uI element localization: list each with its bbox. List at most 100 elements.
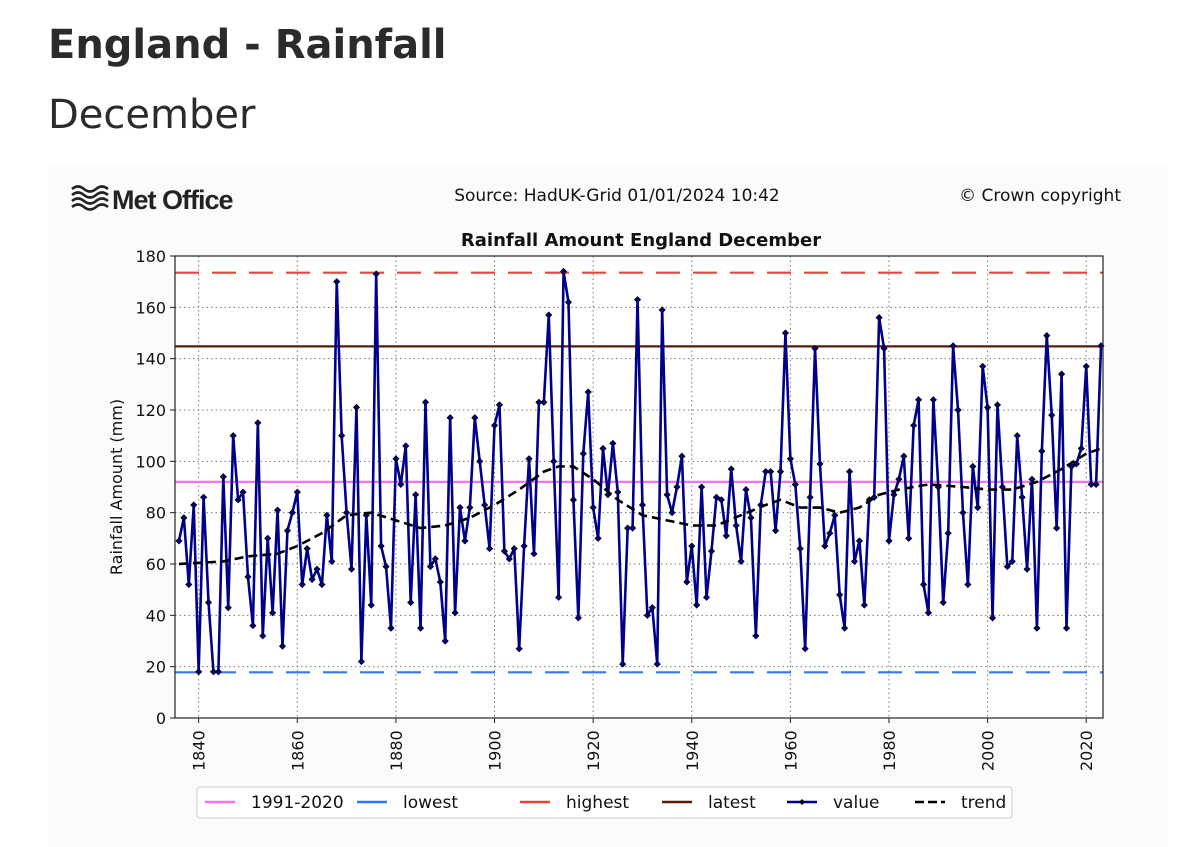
value-line [177,270,1103,674]
x-tick-label: 1920 [584,730,603,771]
value-point [698,483,706,491]
value-point [500,547,508,555]
value-point [821,542,829,550]
value-point [323,511,331,519]
value-point [988,614,997,622]
value-point [979,362,987,370]
value-point [328,557,336,565]
value-point [412,491,420,499]
value-point [767,468,775,476]
x-tick-label: 1940 [683,730,702,771]
value-point [1038,447,1046,455]
value-point [180,514,188,522]
value-point [303,545,311,553]
legend-label-value: value [833,793,879,813]
value-point [919,580,928,589]
value-point [727,465,735,473]
value-point [712,493,720,501]
value-point [579,450,587,458]
value-point [1077,444,1085,453]
x-tick-label: 1980 [880,730,899,771]
value-point [244,573,252,581]
met-office-logo: Met Office [71,185,235,215]
value-point [643,611,651,619]
legend-marker [799,799,805,805]
value-point [885,537,893,545]
chart-title: Rainfall Amount England December [461,230,821,251]
value-point [545,311,553,319]
value-point [984,403,992,411]
value-point [278,642,287,650]
value-point [683,578,691,586]
value-point [737,557,745,565]
value-point [520,542,528,550]
y-tick-label: 160 [135,298,166,317]
value-point [1003,563,1011,571]
value-point [806,493,814,501]
value-point [880,344,888,352]
value-point [486,545,494,553]
value-point [1018,493,1026,501]
value-point [1062,624,1071,632]
value-point [939,598,947,607]
value-point [688,542,696,550]
y-tick-label: 40 [146,606,166,625]
value-point [298,580,306,589]
value-point [796,545,804,553]
x-tick-label: 2000 [979,730,998,771]
value-point [451,609,459,617]
value-point [367,601,375,609]
value-point [495,401,504,409]
value-point [308,575,316,583]
value-point [624,524,632,532]
value-point [663,491,671,499]
value-point [648,604,656,612]
legend-label-latest: latest [708,793,756,813]
value-point [762,468,770,476]
met-office-waves-icon [71,185,109,211]
source-text: Source: HadUK-Grid 01/01/2024 10:42 [454,186,780,206]
x-tick-label: 1960 [781,730,800,771]
value-point [195,668,203,676]
value-point [1048,411,1056,419]
x-tick-label: 1860 [288,730,307,771]
value-point [264,534,272,542]
value-point [343,509,351,517]
value-point [732,521,740,530]
value-point [471,414,479,422]
value-point [397,480,405,488]
value-point [352,403,361,411]
value-point [185,580,193,589]
value-point [347,565,356,573]
value-point [890,491,898,499]
value-point [836,591,844,599]
value-point [318,580,326,589]
value-point [599,444,607,453]
value-point [333,278,341,286]
value-point [273,506,282,514]
value-point [540,398,548,406]
value-point [924,609,933,617]
copyright-text: © Crown copyright [959,186,1121,206]
value-point [402,442,410,450]
value-point [466,503,474,512]
value-point [870,493,878,501]
value-point [594,534,602,542]
y-tick-label: 120 [135,401,166,420]
value-point [633,296,642,304]
value-point [1087,480,1095,488]
value-point [786,455,794,463]
value-point [564,298,573,306]
value-point [826,529,834,537]
value-point [589,503,597,512]
page-title: England - Rainfall [48,22,447,68]
value-point [619,660,627,668]
value-point [974,503,982,512]
value-point [407,598,415,607]
value-point [190,501,198,509]
value-point [431,555,439,563]
value-point [481,501,489,509]
value-point [555,593,563,601]
value-point [678,452,686,460]
value-point [569,496,577,504]
